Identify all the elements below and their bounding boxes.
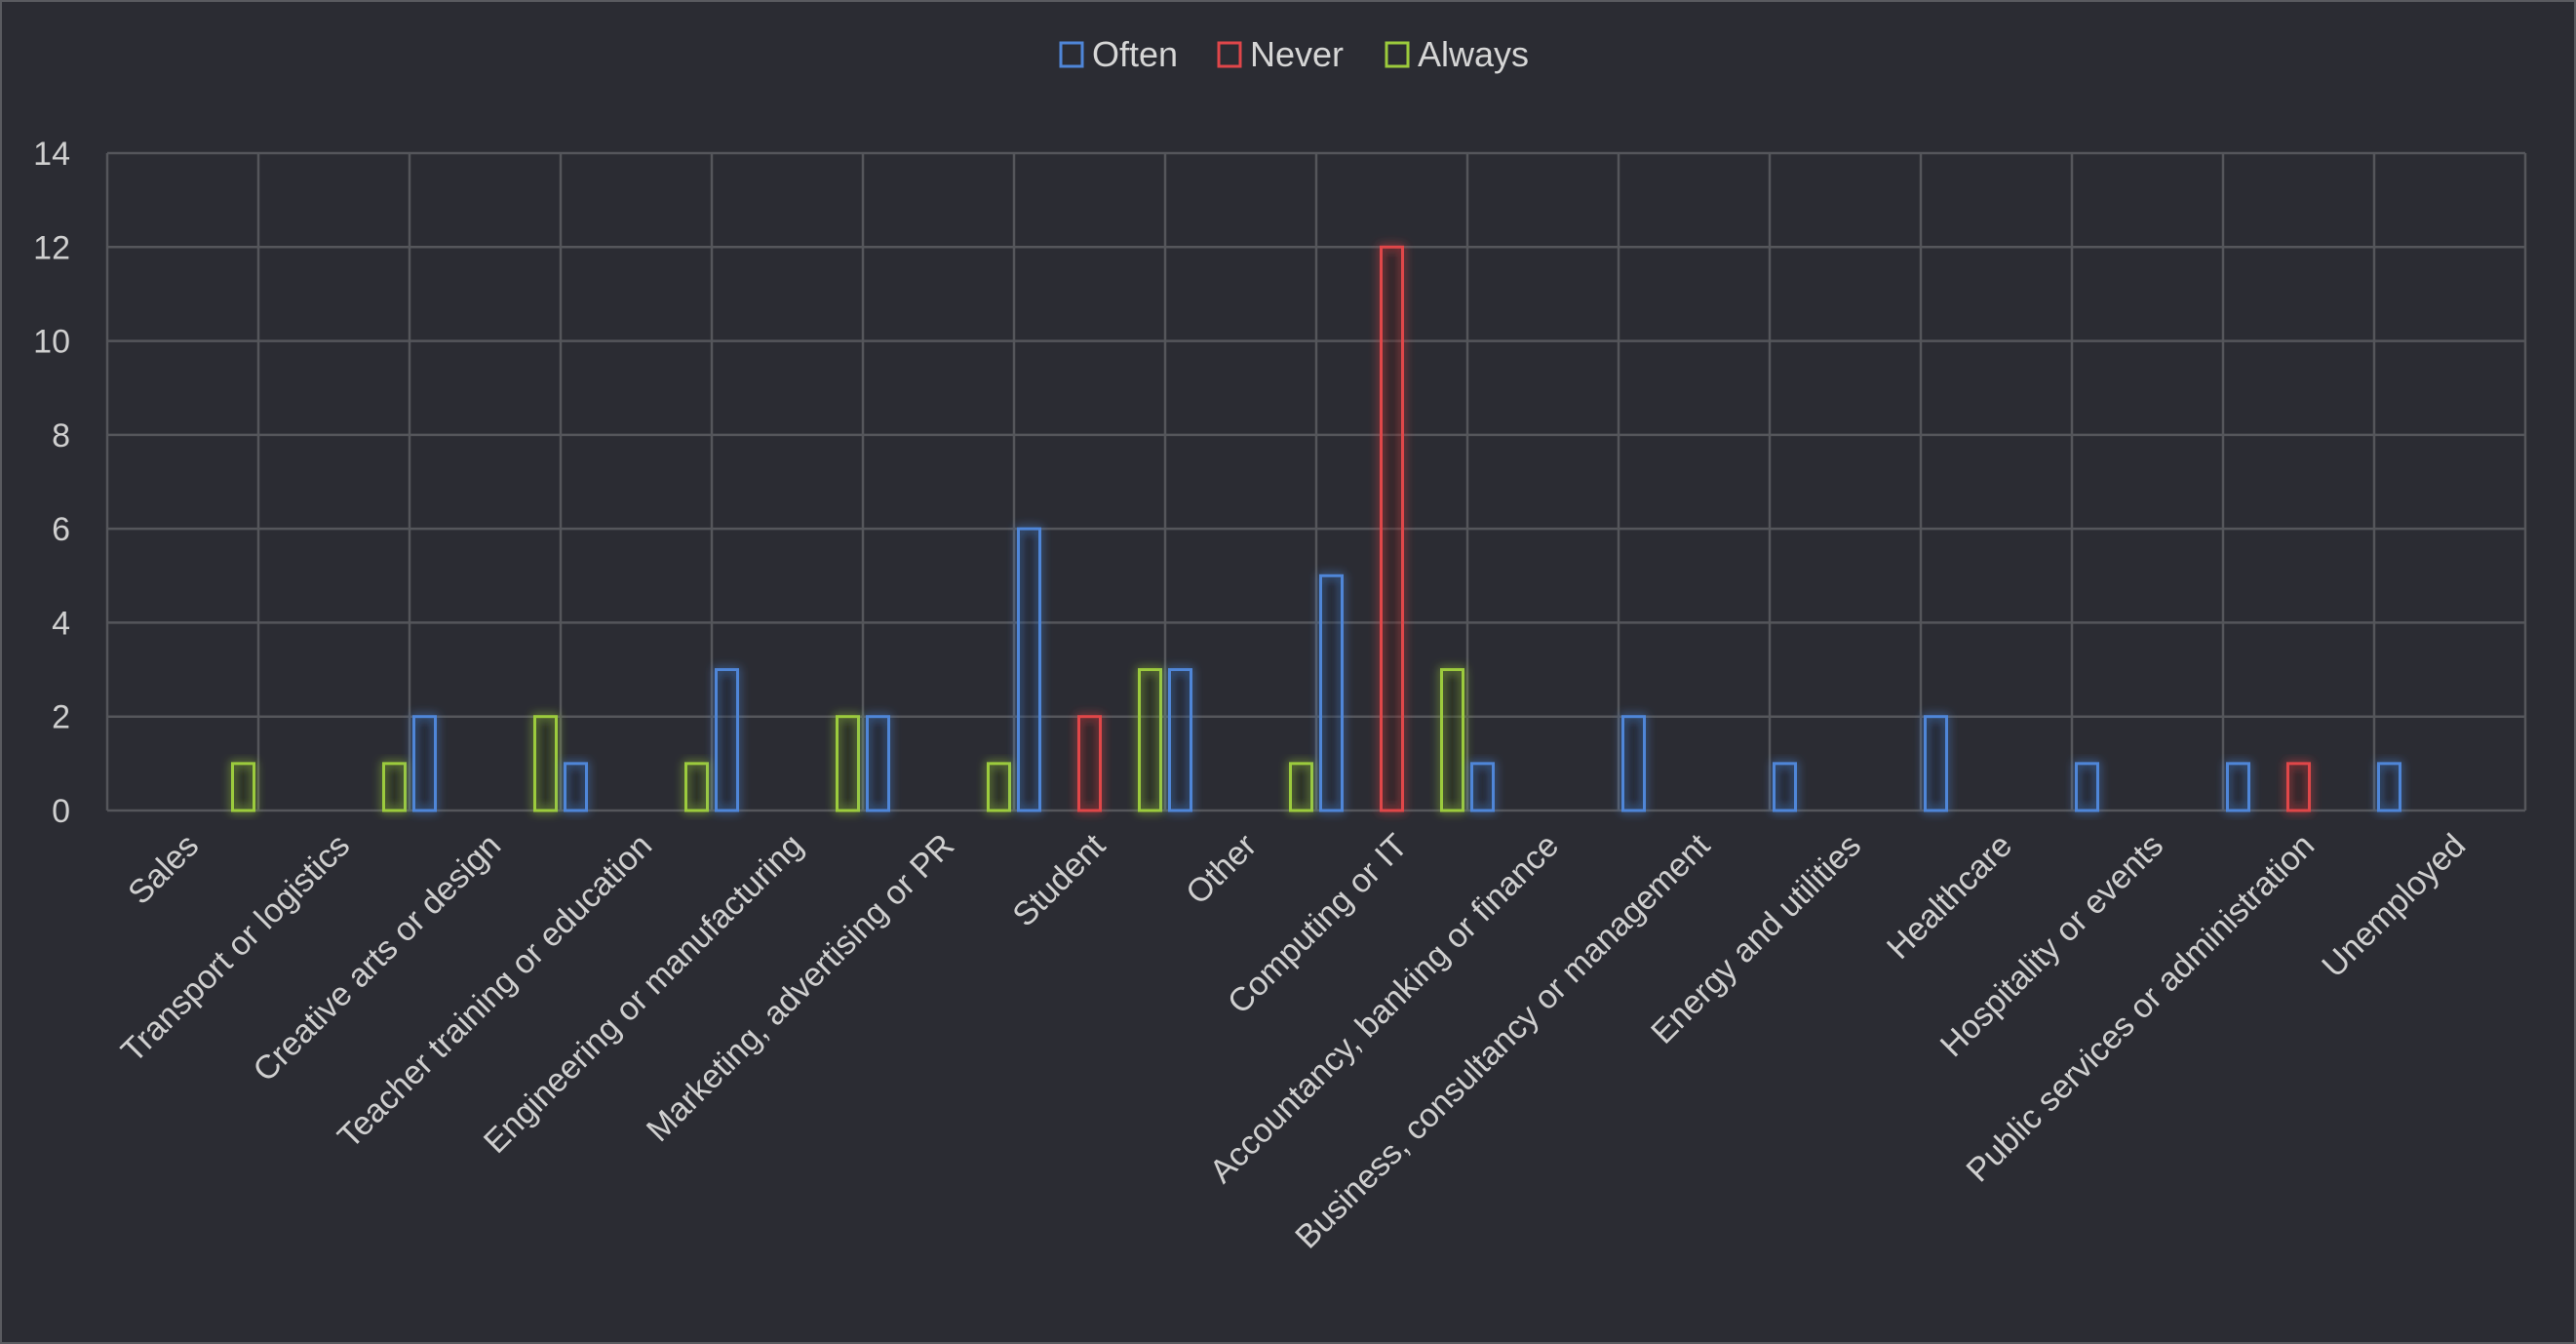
- bar-never-computing-or-it: [1380, 245, 1404, 812]
- bar-often-creative-arts-or-design: [412, 715, 437, 812]
- legend-swatch-always: [1385, 41, 1410, 68]
- grid: [105, 151, 2527, 812]
- bar-often-other: [1168, 668, 1192, 812]
- legend-label-never: Never: [1250, 34, 1344, 74]
- bar-often-marketing-advertising-or-pr: [866, 715, 890, 812]
- legend-label-always: Always: [1418, 34, 1529, 74]
- y-tick-label: 14: [33, 136, 70, 173]
- bar-never-student: [1077, 715, 1102, 812]
- bar-often-student: [1017, 527, 1041, 812]
- bar-always-computing-or-it: [1440, 668, 1464, 812]
- legend-swatch-never: [1217, 41, 1242, 68]
- bar-often-energy-and-utilities: [1773, 762, 1797, 812]
- bar-always-creative-arts-or-design: [533, 715, 558, 812]
- bar-often-unemployed: [2377, 762, 2401, 812]
- bar-often-accountancy-banking-or-finance: [1470, 762, 1495, 812]
- bar-often-hospitality-or-events: [2075, 762, 2099, 812]
- legend-swatch-often: [1059, 41, 1084, 68]
- bar-often-business-consultancy-or-management: [1621, 715, 1646, 812]
- legend-label-often: Often: [1092, 34, 1178, 74]
- bar-always-student: [1138, 668, 1162, 812]
- bar-always-sales: [231, 762, 255, 812]
- y-tick-label: 6: [52, 511, 70, 548]
- legend: Often Never Always: [1059, 34, 1529, 74]
- bar-often-computing-or-it: [1319, 573, 1344, 812]
- y-tick-label: 4: [52, 605, 70, 642]
- bar-often-healthcare: [1924, 715, 1948, 812]
- y-axis-ticks: 0 2 4 6 8 10 12 14: [33, 136, 70, 830]
- bars: [231, 245, 2401, 812]
- bar-often-engineering-or-manufacturing: [715, 668, 739, 812]
- bar-never-public-services-or-administration: [2286, 762, 2311, 812]
- bar-always-marketing-advertising-or-pr: [987, 762, 1011, 812]
- bar-always-teacher-training-or-education: [684, 762, 709, 812]
- y-tick-label: 8: [52, 417, 70, 455]
- bar-always-other: [1289, 762, 1313, 812]
- y-tick-label: 10: [33, 324, 70, 361]
- y-tick-label: 2: [52, 699, 70, 736]
- bar-often-teacher-training-or-education: [564, 762, 588, 812]
- bar-always-transport-or-logistics: [382, 762, 407, 812]
- y-tick-label: 12: [33, 229, 70, 266]
- y-tick-label: 0: [52, 793, 70, 830]
- bar-often-public-services-or-administration: [2226, 762, 2250, 812]
- bar-always-engineering-or-manufacturing: [836, 715, 860, 812]
